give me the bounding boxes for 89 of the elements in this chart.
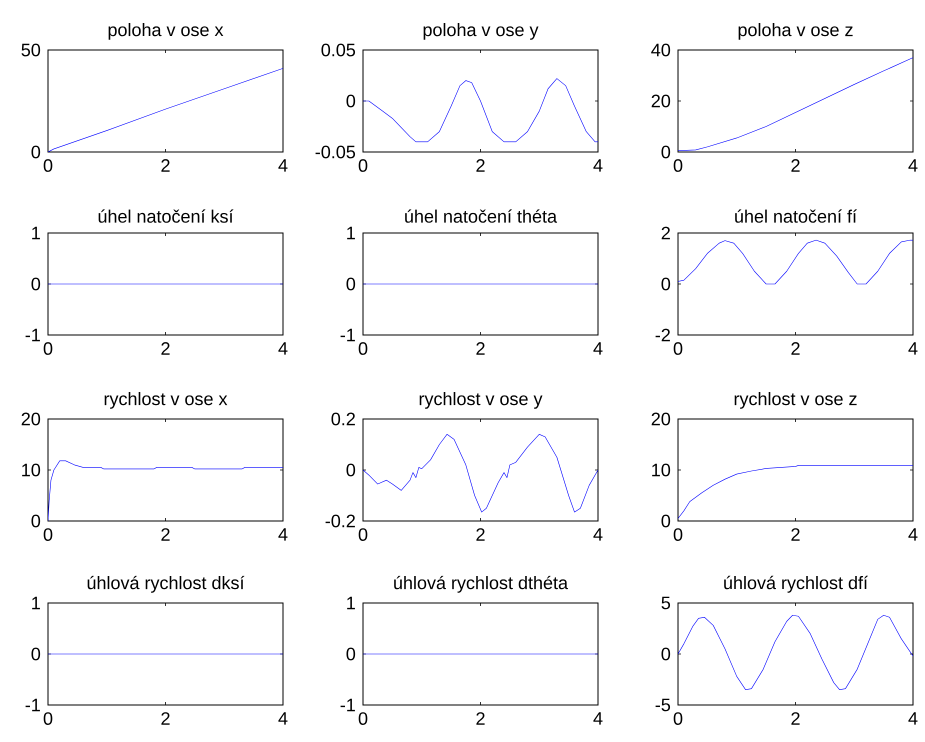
x-tick-label: 4 [908,159,918,172]
y-tick-label: 0 [346,278,356,290]
line-series [678,614,914,690]
x-tick-label: 2 [161,159,170,172]
x-tick-label: 2 [476,159,485,172]
chart-title: poloha v ose z [738,23,853,40]
y-tick-label: 1 [32,226,40,240]
y-tick-label: 20 [22,412,40,426]
y-tick-label: 0.05 [321,44,356,56]
x-tick-label: 4 [593,528,602,541]
y-tick-label: 0 [346,648,356,660]
line-series [678,240,914,284]
line-series [363,78,598,142]
y-tick-label: 10 [22,464,40,476]
y-tick-label: 5 [662,596,670,610]
chart-title: poloha v ose x [108,23,224,40]
x-tick-label: 4 [908,712,918,725]
x-tick-label: 4 [593,159,602,172]
x-tick-label: 0 [44,342,52,355]
x-tick-label: 4 [593,712,602,725]
line-series [48,68,284,152]
x-tick-label: 2 [791,712,800,725]
x-tick-label: 0 [674,712,682,725]
y-tick-label: 40 [651,44,670,56]
y-tick-label: -1 [340,328,355,342]
x-tick-label: 2 [161,528,170,541]
y-tick-label: 0 [32,648,40,660]
x-tick-label: 0 [358,342,368,355]
x-tick-label: 4 [278,528,288,541]
x-tick-label: 0 [44,712,52,725]
x-tick-label: 4 [908,342,918,355]
x-tick-label: 4 [908,528,918,541]
y-tick-label: 20 [652,412,670,426]
chart-title: úhlová rychlost dksí [88,576,244,593]
y-tick-label: 0 [346,94,356,108]
y-tick-label: 1 [32,596,40,610]
y-tick-label: 1 [347,226,355,240]
chart-title: rychlost v ose z [734,392,857,409]
y-tick-label: -2 [656,328,670,342]
y-tick-label: 0 [662,514,670,528]
x-tick-label: 4 [278,712,288,725]
y-tick-label: 0 [346,464,356,476]
chart-title: úhel natočení ksí [98,209,234,223]
y-tick-label: -1 [26,328,40,342]
x-tick-label: 2 [791,342,800,355]
y-tick-label: 20 [652,94,670,108]
x-tick-label: 2 [476,712,485,725]
y-tick-label: -0.2 [326,514,355,528]
chart-title: úhlová rychlost dthéta [394,576,568,593]
y-tick-label: 0 [32,146,40,158]
chart-title: úhel natočení théta [405,209,558,223]
x-tick-label: 4 [278,159,288,172]
y-tick-label: 0 [662,648,670,660]
line-series [48,460,284,521]
y-tick-label: 1 [347,596,355,610]
y-tick-label: -1 [340,698,355,712]
y-tick-label: 0.2 [331,412,355,426]
y-tick-label: 0 [662,278,670,290]
chart-title: úhel natočení fí [735,209,857,223]
x-tick-label: 2 [476,528,485,541]
y-tick-label: -0.05 [316,146,356,158]
y-tick-label: 50 [22,44,40,56]
x-tick-label: 0 [674,528,682,541]
x-tick-label: 2 [161,342,170,355]
x-tick-label: 0 [358,159,368,172]
y-tick-label: -1 [26,698,40,712]
chart-title: úhlová rychlost dfí [724,576,868,593]
x-tick-label: 2 [476,342,485,355]
y-tick-label: 0 [662,146,670,158]
x-tick-label: 4 [278,342,288,355]
y-tick-label: 0 [32,514,40,528]
chart-title: rychlost v ose y [420,392,542,409]
chart-title: poloha v ose y [424,23,538,40]
y-tick-label: 0 [32,278,40,290]
x-tick-label: 2 [161,712,170,725]
x-tick-label: 0 [358,712,368,725]
y-tick-label: 10 [652,464,670,476]
x-tick-label: 2 [791,159,800,172]
x-tick-label: 4 [593,342,602,355]
x-tick-label: 0 [44,159,52,172]
y-tick-label: -5 [656,698,670,712]
x-tick-label: 0 [358,528,368,541]
x-tick-label: 2 [791,528,800,541]
line-series [363,434,598,512]
x-tick-label: 0 [674,342,682,355]
x-tick-label: 0 [44,528,52,541]
x-tick-label: 0 [674,159,682,172]
chart-title: rychlost v ose x [104,392,228,409]
y-tick-label: 2 [662,226,670,240]
